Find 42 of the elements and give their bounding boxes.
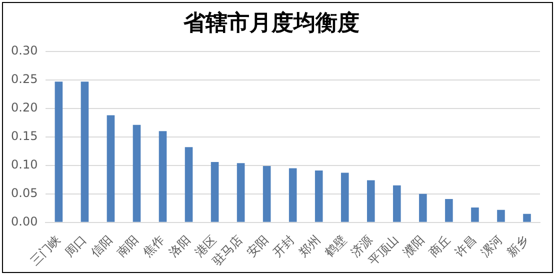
bar: [314, 170, 323, 222]
chart-title: 省辖市月度均衡度: [182, 10, 360, 36]
bar: [497, 210, 505, 222]
bar: [340, 172, 349, 222]
bar: [210, 162, 219, 222]
x-tick-label: 新乡: [504, 232, 532, 260]
x-tick-label: 郑州: [296, 232, 324, 260]
x-tick-label: 开封: [270, 232, 298, 260]
bar: [236, 163, 245, 222]
y-tick-label: 0.25: [11, 72, 38, 86]
x-tick-label: 许昌: [452, 232, 480, 260]
bar: [419, 194, 427, 222]
x-tick-label: 商丘: [426, 232, 454, 260]
x-tick-label: 洛阳: [166, 232, 194, 260]
x-tick-label: 焦作: [140, 232, 168, 260]
bar: [80, 82, 89, 222]
bar: [106, 115, 115, 222]
x-tick-label: 濮阳: [400, 232, 428, 260]
bar: [288, 168, 297, 222]
x-tick-label: 南阳: [114, 232, 142, 260]
x-tick-label: 周口: [62, 232, 90, 260]
bar: [262, 166, 271, 222]
bar: [184, 147, 193, 222]
x-tick-label: 漯河: [478, 232, 506, 260]
bar: [132, 124, 141, 222]
bar: [471, 208, 479, 222]
x-tick-label: 信阳: [88, 232, 116, 260]
bar: [523, 214, 531, 222]
y-tick-label: 0.00: [11, 214, 38, 228]
bar: [393, 185, 401, 222]
x-tick-label: 鹤壁: [322, 232, 350, 260]
x-tick-label: 三门峡: [28, 232, 64, 268]
x-tick-label: 安阳: [244, 232, 272, 260]
y-tick-label: 0.05: [11, 186, 38, 200]
y-tick-label: 0.15: [11, 129, 38, 144]
y-tick-label: 0.10: [11, 158, 38, 172]
bar: [445, 198, 453, 222]
bar: [54, 82, 63, 222]
bar: [158, 131, 167, 222]
y-tick-label: 0.30: [11, 44, 38, 58]
y-tick-label: 0.20: [11, 100, 38, 115]
bar: [367, 180, 375, 222]
